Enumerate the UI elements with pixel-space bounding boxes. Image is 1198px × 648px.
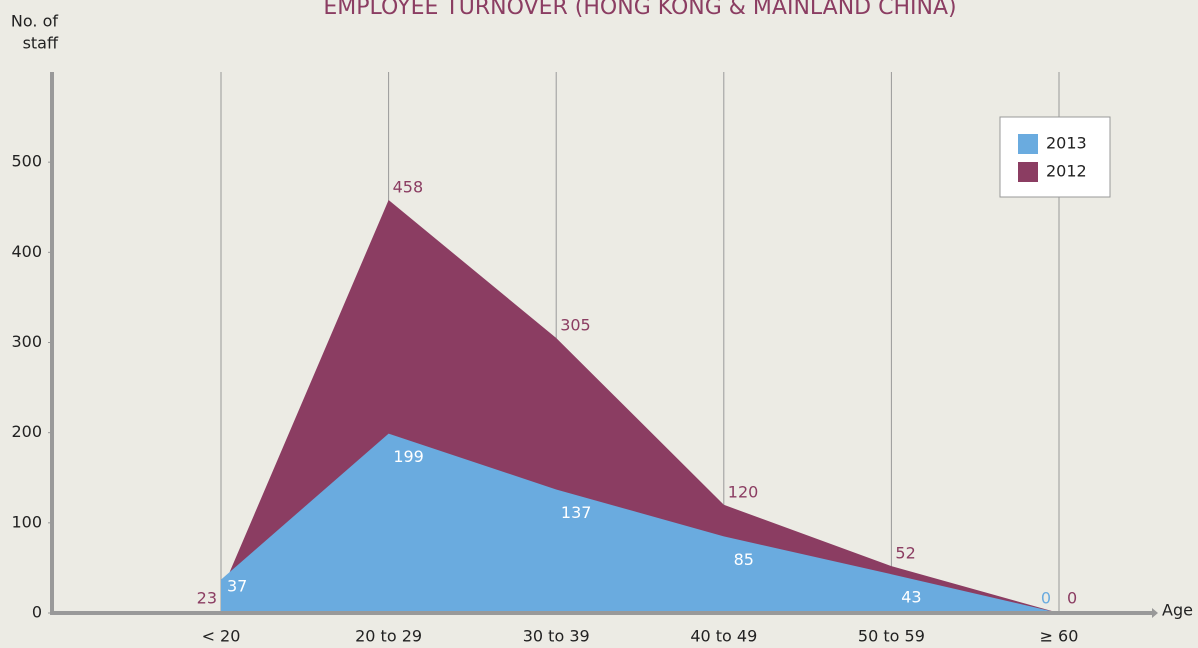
data-label: 458 (393, 178, 424, 197)
y-axis-label: staff (23, 34, 59, 53)
area (221, 433, 1059, 613)
data-label: 120 (728, 482, 759, 501)
data-label: 85 (734, 550, 754, 569)
data-label: 37 (227, 577, 247, 596)
y-axis-label: No. of (11, 12, 58, 31)
legend-box (999, 116, 1111, 198)
data-label: 305 (560, 315, 591, 334)
chart-title: EMPLOYEE TURNOVER (HONG KONG & MAINLAND … (323, 0, 956, 20)
legend-swatch (1018, 162, 1038, 182)
y-tick-label: 500 (11, 152, 42, 171)
data-label: 0 (1067, 589, 1077, 608)
y-tick-label: 100 (11, 512, 42, 531)
data-label: 137 (561, 503, 592, 522)
x-tick-label: ≥ 60 (1040, 627, 1079, 646)
data-label: 52 (895, 544, 915, 563)
legend-label: 2013 (1046, 134, 1087, 153)
y-tick-label: 0 (32, 603, 42, 622)
x-tick-label: < 20 (202, 627, 241, 646)
data-label: 23 (197, 589, 217, 608)
y-tick-label: 400 (11, 242, 42, 261)
x-tick-label: 30 to 39 (523, 627, 590, 646)
x-axis-arrow (1152, 608, 1158, 618)
x-tick-label: 20 to 29 (355, 627, 422, 646)
legend-swatch (1018, 134, 1038, 154)
x-tick-label: 40 to 49 (690, 627, 757, 646)
y-tick-label: 200 (11, 422, 42, 441)
x-axis-label: Age (1162, 601, 1193, 620)
y-tick-label: 300 (11, 332, 42, 351)
data-label: 199 (393, 447, 424, 466)
data-label: 43 (901, 588, 921, 607)
legend-label: 2012 (1046, 162, 1087, 181)
data-label: 0 (1041, 589, 1051, 608)
x-tick-label: 50 to 59 (858, 627, 925, 646)
